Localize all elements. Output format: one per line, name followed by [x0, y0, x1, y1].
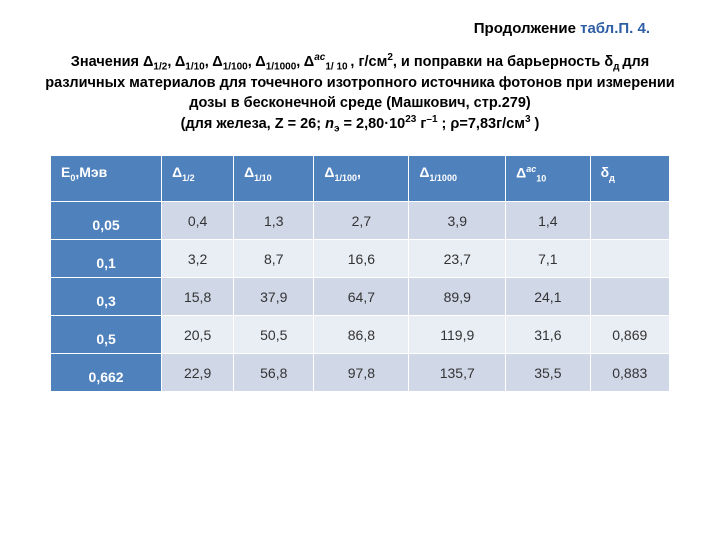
col-das: Δас10: [506, 155, 590, 201]
caption-sup: –1: [426, 114, 437, 125]
table-cell: 64,7: [314, 278, 409, 316]
th-text: Δ: [516, 164, 526, 180]
caption-text: , Δ: [248, 54, 266, 70]
data-table: E0,Мэв Δ1/2 Δ1/10 Δ1/100, Δ1/1000 Δас10 …: [50, 155, 670, 392]
table-cell: 56,8: [234, 354, 314, 392]
table-cell: 0,3: [51, 278, 162, 316]
table-cell: 50,5: [234, 316, 314, 354]
table-cell: 135,7: [409, 354, 506, 392]
caption-sub: 1/ 10: [325, 62, 350, 73]
caption-text: ; ρ=7,83г/см: [438, 116, 525, 132]
th-text: Δ: [324, 164, 334, 180]
col-dd: δд: [590, 155, 669, 201]
table-caption: Значения Δ1/2, Δ1/10, Δ1/100, Δ1/1000, Δ…: [35, 51, 685, 137]
caption-sub: 1/10: [185, 62, 204, 73]
th-sub: 1/10: [254, 172, 272, 182]
table-cell: 1,4: [506, 202, 590, 240]
caption-text: , Δ: [205, 54, 223, 70]
col-energy: E0,Мэв: [51, 155, 162, 201]
table-cell: 89,9: [409, 278, 506, 316]
table-cell: 22,9: [162, 354, 234, 392]
th-text: ,: [357, 164, 361, 180]
table-row: 0,050,41,32,73,91,4: [51, 202, 670, 240]
th-sub: 10: [536, 173, 546, 183]
table-cell: [590, 240, 669, 278]
caption-sub: 1/2: [153, 62, 167, 73]
table-cell: 24,1: [506, 278, 590, 316]
col-d1100: Δ1/100,: [314, 155, 409, 201]
th-text: δ: [601, 164, 610, 180]
caption-text: , Δ: [167, 54, 185, 70]
caption-sub: 1/1000: [266, 62, 297, 73]
th-text: E: [61, 164, 70, 180]
table-cell: 8,7: [234, 240, 314, 278]
table-row: 0,66222,956,897,8135,735,50,883: [51, 354, 670, 392]
table-cell: 0,883: [590, 354, 669, 392]
th-sub: 1/100: [334, 172, 357, 182]
table-cell: 20,5: [162, 316, 234, 354]
table-cell: 7,1: [506, 240, 590, 278]
th-sub: д: [609, 172, 615, 182]
col-d12: Δ1/2: [162, 155, 234, 201]
continuation-link: табл.П. 4.: [580, 20, 650, 37]
caption-text: Значения Δ: [71, 54, 154, 70]
table-cell: 119,9: [409, 316, 506, 354]
table-cell: 31,6: [506, 316, 590, 354]
table-cell: 35,5: [506, 354, 590, 392]
caption-sub: 1/100: [223, 62, 248, 73]
table-cell: 0,1: [51, 240, 162, 278]
caption-text: , г/см: [350, 54, 387, 70]
table-cell: 97,8: [314, 354, 409, 392]
table-header-row: E0,Мэв Δ1/2 Δ1/10 Δ1/100, Δ1/1000 Δас10 …: [51, 155, 670, 201]
caption-ital: n: [325, 116, 334, 132]
table-cell: 23,7: [409, 240, 506, 278]
caption-text: ): [531, 116, 540, 132]
caption-sub: д: [613, 62, 622, 73]
th-text: Δ: [172, 164, 182, 180]
caption-sup: 23: [405, 114, 416, 125]
table-row: 0,315,837,964,789,924,1: [51, 278, 670, 316]
continuation-line: Продолжение табл.П. 4.: [30, 20, 650, 37]
col-d110: Δ1/10: [234, 155, 314, 201]
th-text: Δ: [244, 164, 254, 180]
table-cell: [590, 278, 669, 316]
continuation-prefix: Продолжение: [474, 20, 580, 37]
caption-text: , Δ: [296, 54, 314, 70]
table-cell: 3,2: [162, 240, 234, 278]
table-cell: 0,662: [51, 354, 162, 392]
th-sub: 1/2: [182, 172, 195, 182]
table-cell: 86,8: [314, 316, 409, 354]
caption-text: (для железа, Z = 26;: [181, 116, 325, 132]
table-body: 0,050,41,32,73,91,40,13,28,716,623,77,10…: [51, 202, 670, 392]
caption-text: , и поправки на барьерность δ: [393, 54, 613, 70]
table-cell: 2,7: [314, 202, 409, 240]
th-sup: ас: [526, 164, 536, 174]
table-cell: 3,9: [409, 202, 506, 240]
caption-text: = 2,80·10: [340, 116, 406, 132]
caption-sup: ас: [314, 52, 325, 63]
th-sub: 1/1000: [429, 172, 457, 182]
table-cell: 16,6: [314, 240, 409, 278]
table-cell: 0,5: [51, 316, 162, 354]
table-cell: 0,869: [590, 316, 669, 354]
table-cell: 0,05: [51, 202, 162, 240]
col-d11000: Δ1/1000: [409, 155, 506, 201]
table-row: 0,520,550,586,8119,931,60,869: [51, 316, 670, 354]
table-cell: 0,4: [162, 202, 234, 240]
th-text: Δ: [419, 164, 429, 180]
table-row: 0,13,28,716,623,77,1: [51, 240, 670, 278]
table-cell: [590, 202, 669, 240]
table-cell: 1,3: [234, 202, 314, 240]
caption-text: г: [416, 116, 426, 132]
th-text: ,Мэв: [75, 164, 107, 180]
table-cell: 37,9: [234, 278, 314, 316]
table-cell: 15,8: [162, 278, 234, 316]
